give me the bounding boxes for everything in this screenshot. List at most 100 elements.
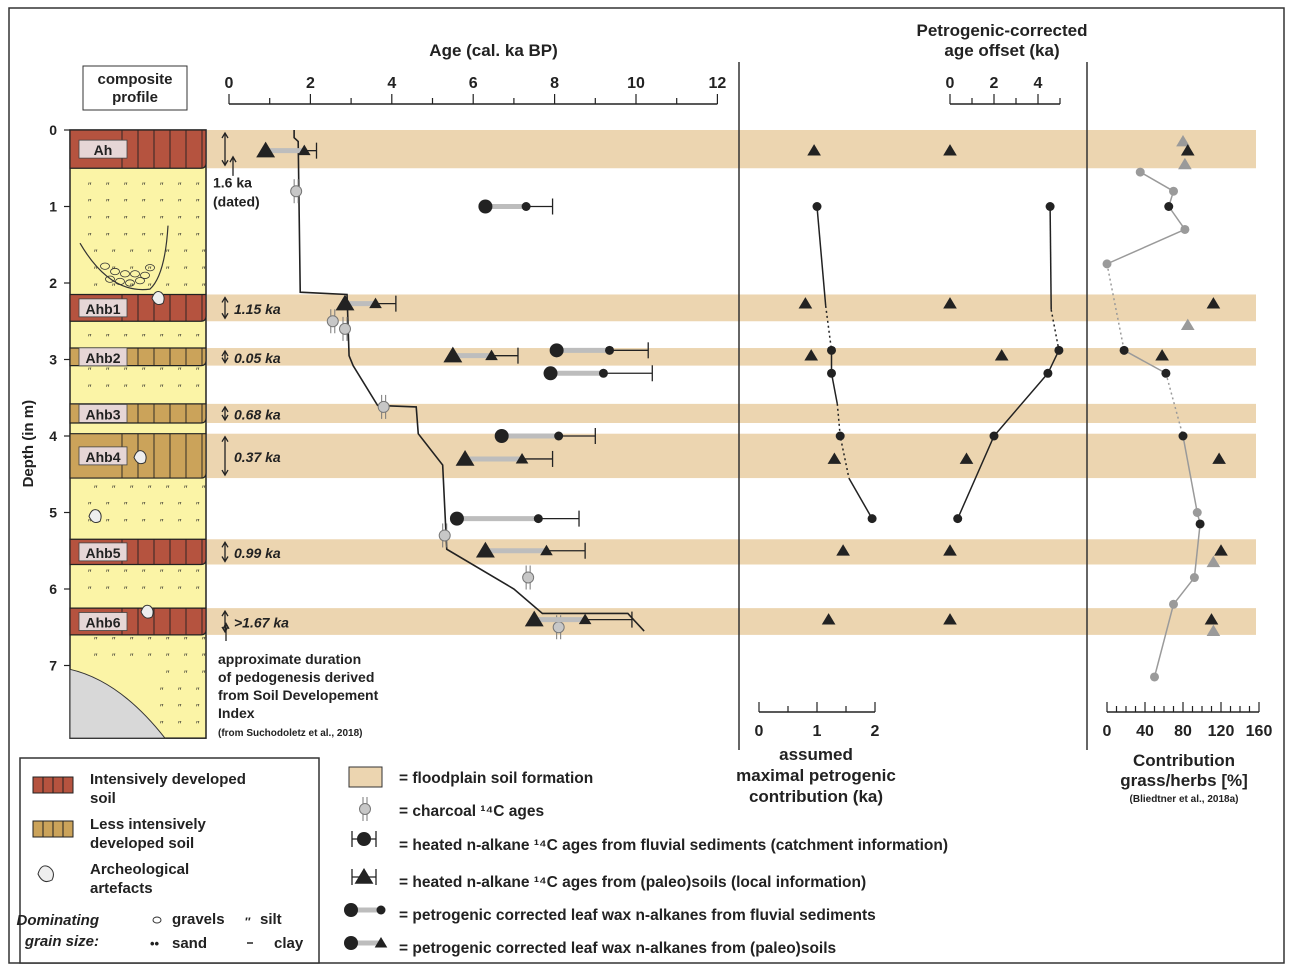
grass-paleosol-point-grey <box>1176 134 1190 147</box>
offset-fluvial-point <box>989 431 999 441</box>
silt-mark: ′′ <box>94 265 98 275</box>
charcoal-age-point <box>552 621 565 634</box>
profile-header: profile <box>112 89 158 106</box>
duration-note-source: (from Suchodoletz et al., 2018) <box>218 728 362 739</box>
silt-mark: ′′ <box>196 198 200 208</box>
silt-mark: ′′ <box>196 703 200 713</box>
fluvial-corrected-point <box>605 345 615 355</box>
silt-mark: ′′ <box>166 669 170 679</box>
artefact-icon <box>140 604 154 619</box>
silt-mark: ′′ <box>124 366 128 376</box>
silt-mark: ′′ <box>88 198 92 208</box>
silt-mark: ′′ <box>142 231 146 241</box>
paleosol-corrected-point <box>297 144 311 156</box>
petrogenic-fluvial-point <box>867 514 877 524</box>
silt-mark: ′′ <box>88 215 92 225</box>
silt-mark: ′′ <box>148 282 152 292</box>
silt-mark: ′′ <box>130 282 134 292</box>
charcoal-age-point <box>290 185 303 198</box>
artefact-icon <box>37 865 54 882</box>
depth-tick-label: 5 <box>49 505 57 521</box>
petrogenic-line-dotted <box>836 403 850 479</box>
legend-label: Intensively developed <box>90 771 246 788</box>
legend-label: = heated n-alkane ¹⁴C ages from (paleo)s… <box>399 874 866 891</box>
petrogenic-fluvial-point <box>835 431 845 441</box>
silt-mark: ′′ <box>88 181 92 191</box>
silt-mark: ′′ <box>88 585 92 595</box>
petrogenic-line <box>816 206 827 307</box>
age-tick-label: 12 <box>709 75 727 92</box>
legend-label: = floodplain soil formation <box>399 770 593 787</box>
offset-paleosol-point <box>959 452 974 464</box>
duration-label: 0.05 ka <box>234 350 281 366</box>
corrected-fluvial-icon <box>344 903 358 917</box>
charcoal-age-point <box>326 315 339 328</box>
petrogenic-fluvial-point <box>827 345 836 355</box>
grass-line <box>1168 206 1186 230</box>
silt-mark: ′′ <box>184 484 188 494</box>
soil-label-ahb5: Ahb5 <box>86 545 121 561</box>
fluvial-corrected-point <box>521 202 531 211</box>
silt-mark: ′′ <box>160 215 164 225</box>
soil-label-ahb1: Ahb1 <box>86 301 121 317</box>
grass-line <box>1172 577 1195 605</box>
silt-mark: ′′ <box>184 282 188 292</box>
duration-arrow-head <box>221 349 229 364</box>
fluvial-alkane-point <box>494 429 509 443</box>
offset-fluvial-point <box>1043 368 1053 378</box>
silt-mark: ′′ <box>178 568 182 578</box>
floodplain-bands <box>207 130 1256 635</box>
grass-line <box>1139 171 1174 192</box>
charcoal-age-point <box>522 571 535 584</box>
fluvial-corrected-point <box>554 431 564 441</box>
silt-mark: ′′ <box>142 518 146 528</box>
silt-mark: ′′ <box>106 215 110 225</box>
charcoal-age-point <box>438 529 451 542</box>
floodplain-swatch-icon <box>348 766 383 788</box>
silt-mark: ′′ <box>166 635 170 645</box>
silt-mark: ′′ <box>178 366 182 376</box>
silt-mark: ′′ <box>184 635 188 645</box>
offset-tick-label: 0 <box>946 75 955 92</box>
grass-tick-label: 120 <box>1208 723 1235 740</box>
grass-fluvial-point <box>1180 224 1190 234</box>
petrogenic-axis-label: assumed <box>779 745 853 764</box>
legend-label: Less intensively <box>90 816 207 833</box>
silt-mark: ′′ <box>142 585 146 595</box>
silt-mark: ′′ <box>112 265 116 275</box>
duration-label: >1.67 ka <box>234 615 289 631</box>
corrected-fluvial-icon-small <box>376 905 386 915</box>
grass-line-dotted <box>1165 373 1184 437</box>
silt-mark: ′′ <box>196 332 200 342</box>
offset-paleosol-point <box>943 613 957 625</box>
soil-label-box <box>78 347 128 367</box>
silt-mark: ′′ <box>106 332 110 342</box>
floodplain-band <box>207 433 1256 479</box>
silt-mark: ′′ <box>196 518 200 528</box>
silt-mark: ′′ <box>178 719 182 729</box>
silt-mark: ′′ <box>148 484 152 494</box>
silt-mark: ′′ <box>178 703 182 713</box>
silt-mark: ′′ <box>124 568 128 578</box>
charcoal-icon <box>359 803 371 815</box>
grass-line <box>1193 523 1201 578</box>
silt-mark: ′′ <box>88 366 92 376</box>
soil-label-box <box>78 298 128 318</box>
silt-mark: ′′ <box>124 332 128 342</box>
silt-mark: ′′ <box>130 484 134 494</box>
offset-line <box>957 349 1060 519</box>
petrogenic-line <box>848 477 873 519</box>
legend-label: artefacts <box>90 880 153 897</box>
silt-mark: ′′ <box>142 366 146 376</box>
fluvial-alkane-point <box>449 511 464 526</box>
soil-label-box <box>78 446 128 466</box>
depth-tick-label: 4 <box>49 428 57 444</box>
floodplain-band <box>207 539 1256 565</box>
gravel-mark <box>120 270 130 278</box>
silt-mark: ′′ <box>178 181 182 191</box>
silt-mark: ′′ <box>142 181 146 191</box>
grass-paleosol-point <box>1214 544 1228 556</box>
silt-mark: ′′ <box>94 248 98 258</box>
grass-fluvial-point <box>1192 508 1202 517</box>
